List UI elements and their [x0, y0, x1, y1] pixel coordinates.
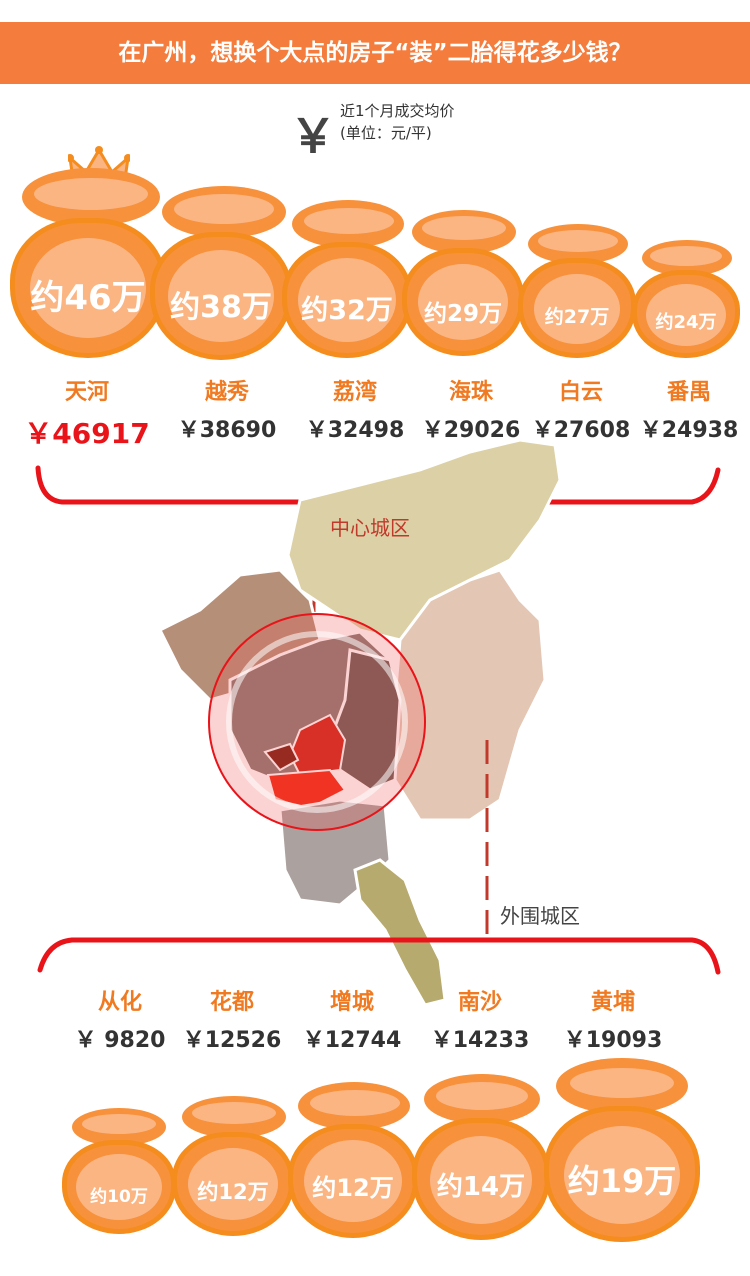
- district-huadu: 花都 ￥12526: [172, 984, 292, 1054]
- district-name: 南沙: [457, 990, 502, 1015]
- bag-label: 约24万: [655, 312, 717, 333]
- money-bag-conghua: 约10万: [62, 1106, 176, 1236]
- bag-label: 约12万: [312, 1174, 394, 1202]
- magnifier-ring: [208, 613, 426, 831]
- bag-label: 约32万: [301, 295, 393, 326]
- district-price: ￥ 9820: [74, 1028, 166, 1053]
- district-tianhe: 天河 ￥46917: [12, 374, 162, 452]
- bag-label: 约46万: [30, 278, 146, 318]
- title-banner: 在广州，想换个大点的房子“装”二胎得花多少钱？: [0, 22, 750, 84]
- district-price: ￥38690: [177, 418, 277, 443]
- bag-label: 约29万: [423, 301, 502, 327]
- yen-icon: ￥: [290, 109, 336, 163]
- unit-note: 近1个月成交均价 (单位：元/平): [340, 100, 455, 144]
- map-zengcheng: [393, 568, 547, 822]
- district-price: ￥32498: [305, 418, 405, 443]
- central-region-label: 中心城区: [330, 516, 410, 540]
- district-huangpu: 黄埔 ￥19093: [548, 984, 678, 1054]
- unit-note-line2: (单位：元/平): [340, 124, 432, 142]
- district-name: 海珠: [448, 380, 493, 405]
- money-bag-nansha: 约14万: [412, 1072, 550, 1242]
- district-conghua: 从化 ￥ 9820: [60, 984, 180, 1054]
- map-nansha: [353, 858, 447, 1007]
- district-name: 番禺: [666, 380, 711, 405]
- district-name: 天河: [64, 380, 109, 405]
- district-name: 从化: [97, 990, 142, 1015]
- district-liwan: 荔湾 ￥32498: [294, 374, 416, 444]
- district-zengcheng: 增城 ￥12744: [292, 984, 412, 1054]
- district-name: 花都: [209, 990, 254, 1015]
- district-price: ￥14233: [430, 1028, 530, 1053]
- district-name: 黄埔: [590, 990, 635, 1015]
- district-price: ￥27608: [531, 418, 631, 443]
- district-name: 增城: [329, 990, 374, 1015]
- bag-label: 约10万: [90, 1187, 148, 1207]
- district-baiyun: 白云 ￥27608: [520, 374, 642, 444]
- bag-label: 约27万: [544, 306, 610, 328]
- money-bag-yuexiu: 约38万: [150, 184, 292, 362]
- bag-label: 约12万: [197, 1180, 269, 1204]
- district-price: ￥24938: [639, 418, 739, 443]
- map-conghua: [286, 438, 562, 642]
- money-bag-zengcheng: 约12万: [288, 1080, 418, 1240]
- money-bag-panyu: 约24万: [632, 238, 740, 360]
- outer-bracket: [37, 937, 721, 975]
- district-price: ￥12526: [182, 1028, 282, 1053]
- district-haizhu: 海珠 ￥29026: [410, 374, 532, 444]
- money-bag-huadu: 约12万: [172, 1094, 294, 1238]
- bag-label: 约14万: [436, 1172, 526, 1202]
- district-panyu: 番禺 ￥24938: [630, 374, 748, 444]
- money-bag-baiyun: 约27万: [518, 222, 636, 360]
- bag-label: 约38万: [170, 290, 272, 325]
- outer-region-label: 外围城区: [500, 904, 580, 928]
- money-bag-huangpu: 约19万: [544, 1056, 700, 1244]
- district-name: 越秀: [204, 380, 249, 405]
- bag-label: 约19万: [567, 1162, 677, 1200]
- district-price: ￥46917: [24, 417, 150, 450]
- page-title: 在广州，想换个大点的房子“装”二胎得花多少钱？: [118, 40, 632, 66]
- district-name: 荔湾: [332, 380, 377, 405]
- district-price: ￥19093: [563, 1028, 663, 1053]
- unit-note-line1: 近1个月成交均价: [340, 102, 455, 120]
- district-price: ￥12744: [302, 1028, 402, 1053]
- district-yuexiu: 越秀 ￥38690: [166, 374, 288, 444]
- district-nansha: 南沙 ￥14233: [420, 984, 540, 1054]
- district-name: 白云: [558, 380, 603, 405]
- map-liwan: [263, 742, 300, 772]
- money-bag-liwan: 约32万: [282, 198, 412, 360]
- district-price: ￥29026: [421, 418, 521, 443]
